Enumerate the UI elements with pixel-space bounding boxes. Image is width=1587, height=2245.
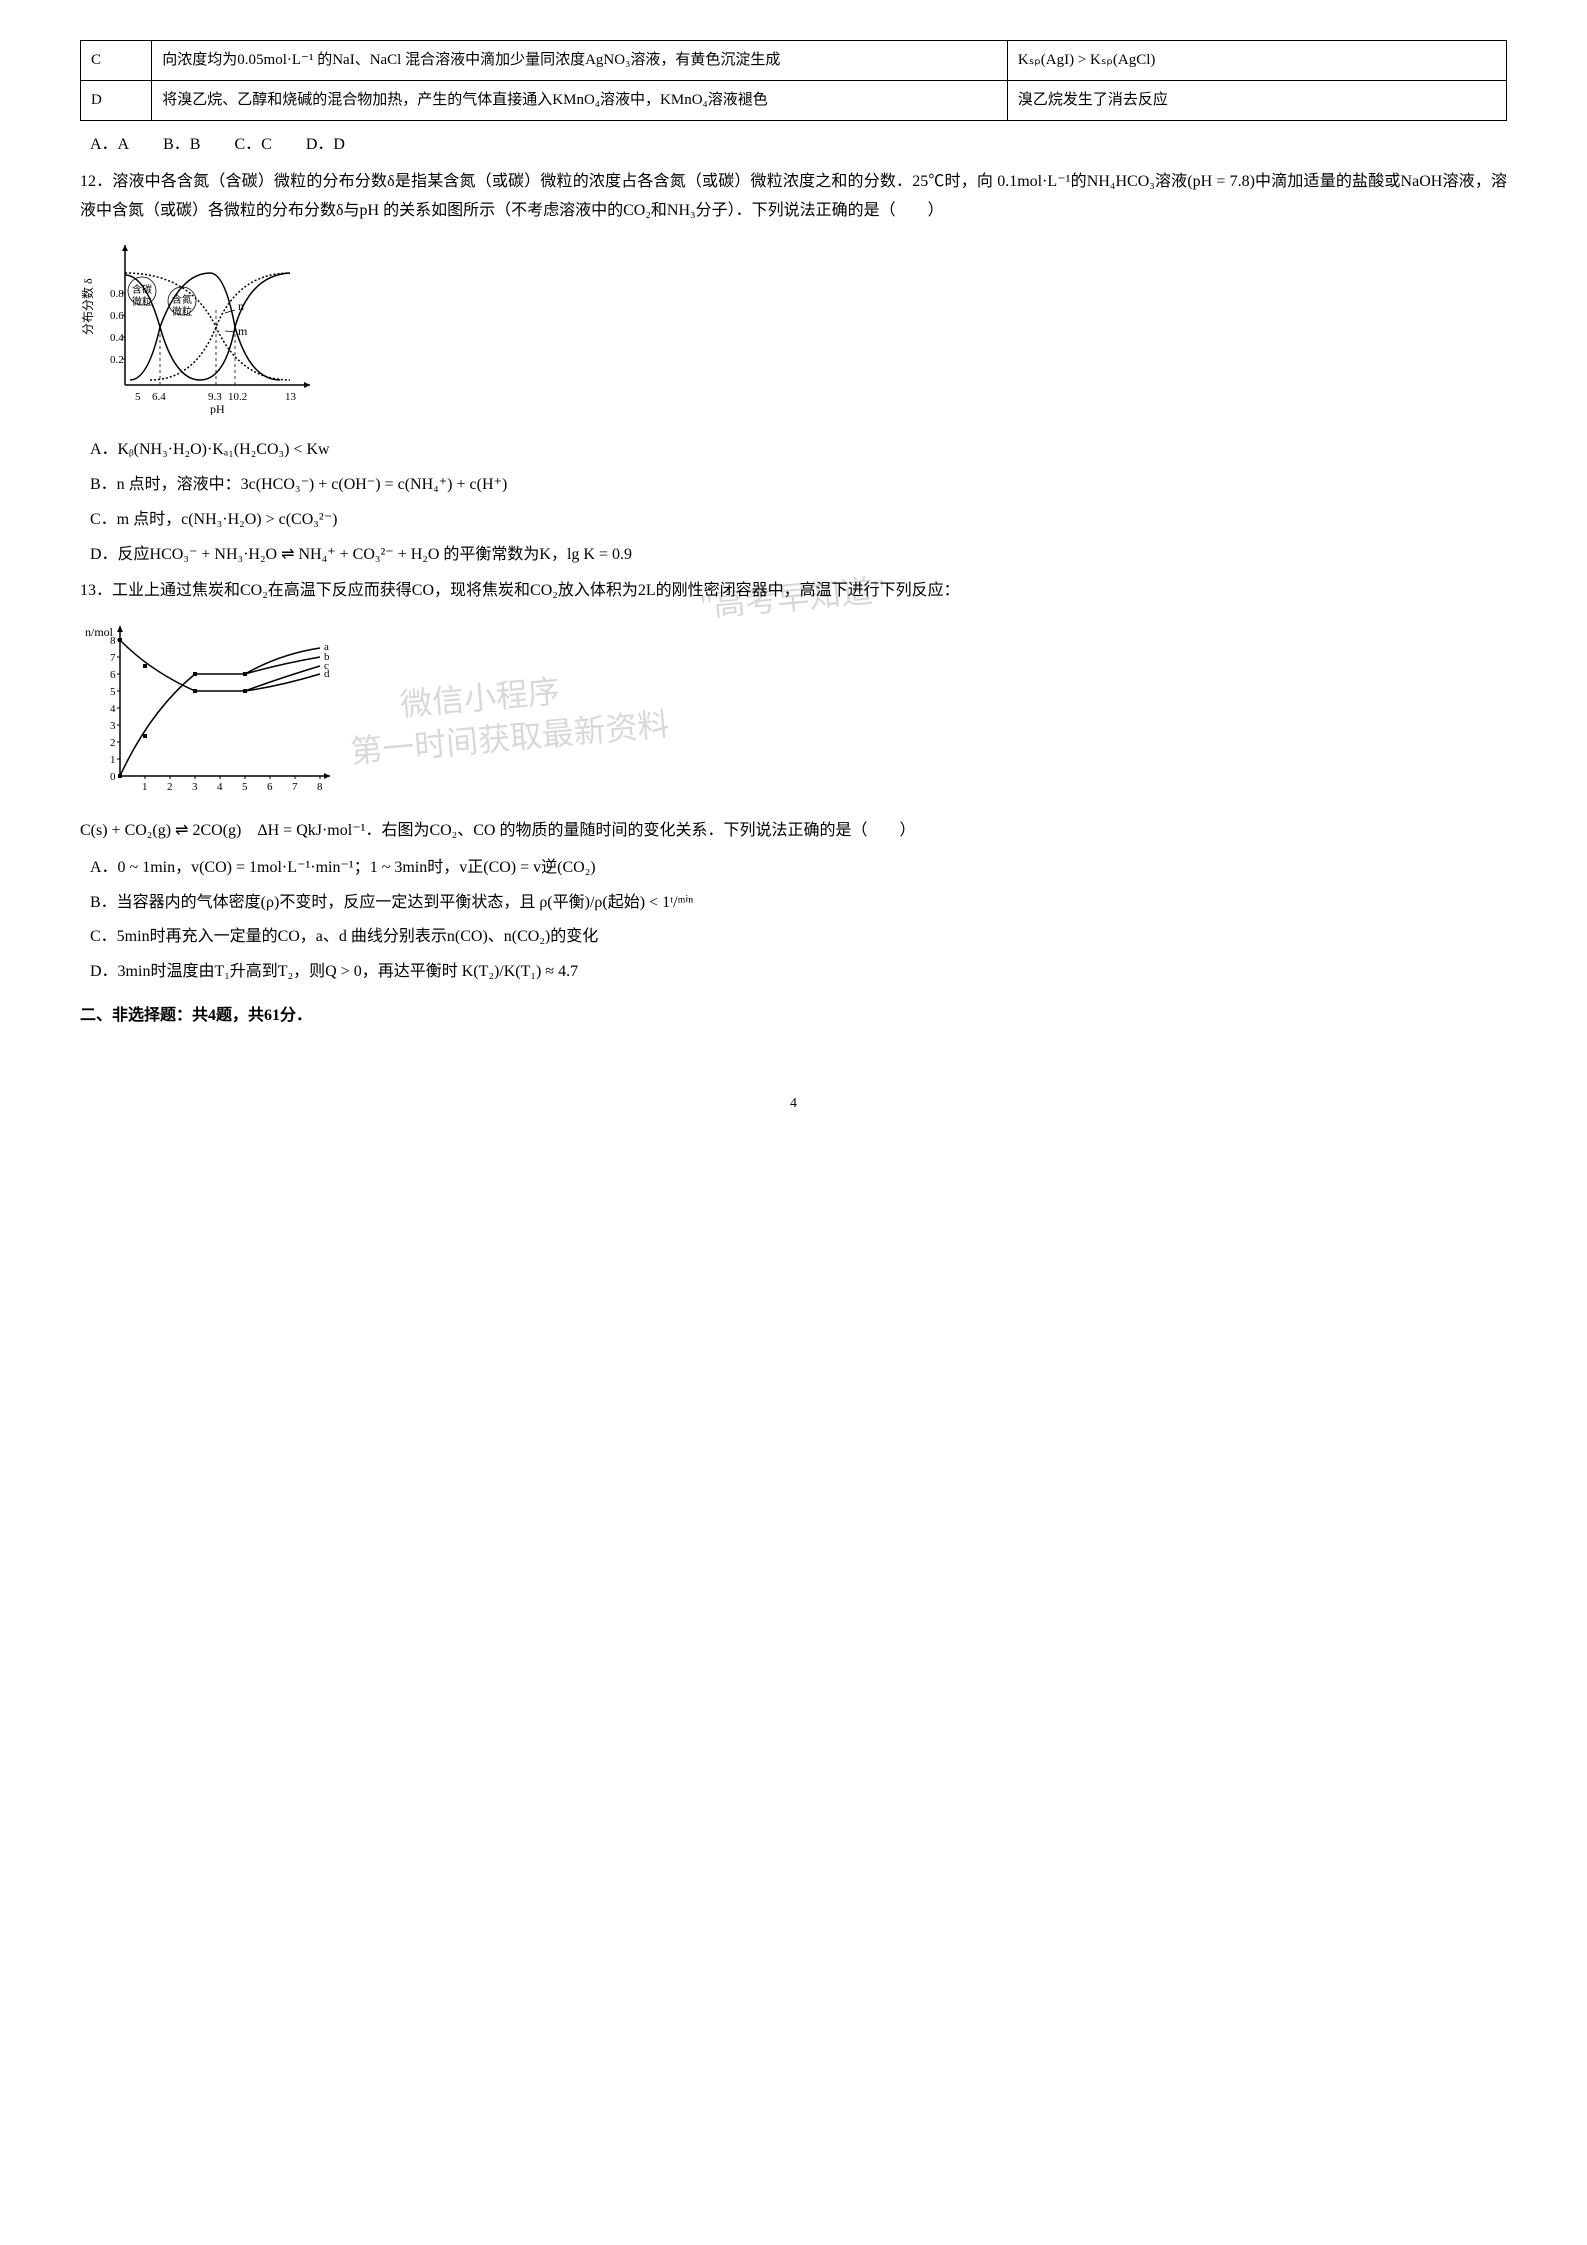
svg-text:3: 3 bbox=[110, 720, 116, 732]
svg-text:0: 0 bbox=[110, 771, 116, 783]
svg-text:4: 4 bbox=[217, 781, 223, 793]
svg-text:5: 5 bbox=[242, 781, 248, 793]
svg-text:分布分数 δ: 分布分数 δ bbox=[80, 278, 95, 335]
svg-text:m: m bbox=[238, 324, 248, 338]
table-row: D 将溴乙烷、乙醇和烧碱的混合物加热，产生的气体直接通入KMnO₄溶液中，KMn… bbox=[81, 81, 1507, 121]
option-c: C．C bbox=[234, 136, 271, 153]
distribution-chart: 0.2 0.4 0.6 0.8 5 6.4 9.3 10.2 13 pH 分布分… bbox=[80, 235, 320, 415]
svg-text:0.4: 0.4 bbox=[110, 332, 124, 344]
q11-options: A．A B．B C．C D．D bbox=[80, 131, 1507, 160]
svg-text:微粒: 微粒 bbox=[172, 305, 192, 318]
row-experiment: 将溴乙烷、乙醇和烧碱的混合物加热，产生的气体直接通入KMnO₄溶液中，KMnO₄… bbox=[152, 81, 1008, 121]
q13-equation: C(s) + CO₂(g) ⇌ 2CO(g) ΔH = QkJ·mol⁻¹．右图… bbox=[80, 817, 1507, 846]
option-a: A．A bbox=[90, 136, 129, 153]
q13-option-a: A．0 ~ 1min，v(CO) = 1mol·L⁻¹·min⁻¹；1 ~ 3m… bbox=[90, 854, 1507, 883]
row-label: C bbox=[81, 41, 152, 81]
svg-text:0.8: 0.8 bbox=[110, 288, 124, 300]
svg-text:6: 6 bbox=[267, 781, 273, 793]
q12-option-a: A．Kᵦ(NH₃·H₂O)·Kₐ₁(H₂CO₃) < Kw bbox=[90, 436, 1507, 465]
row-label: D bbox=[81, 81, 152, 121]
svg-text:含氮: 含氮 bbox=[172, 293, 192, 306]
svg-text:d: d bbox=[324, 668, 330, 680]
table-row: C 向浓度均为0.05mol·L⁻¹ 的NaI、NaCl 混合溶液中滴加少量同浓… bbox=[81, 41, 1507, 81]
q12-option-d: D．反应HCO₃⁻ + NH₃·H₂O ⇌ NH₄⁺ + CO₃²⁻ + H₂O… bbox=[90, 541, 1507, 570]
row-conclusion: 溴乙烷发生了消去反应 bbox=[1007, 81, 1506, 121]
row-conclusion: Kₛₚ(AgI) > Kₛₚ(AgCl) bbox=[1007, 41, 1506, 81]
svg-text:3: 3 bbox=[192, 781, 198, 793]
svg-text:n: n bbox=[238, 299, 244, 313]
row-experiment: 向浓度均为0.05mol·L⁻¹ 的NaI、NaCl 混合溶液中滴加少量同浓度A… bbox=[152, 41, 1008, 81]
svg-text:1: 1 bbox=[142, 781, 148, 793]
svg-text:13: 13 bbox=[285, 391, 297, 403]
svg-text:1: 1 bbox=[110, 754, 116, 766]
option-d: D．D bbox=[306, 136, 345, 153]
svg-text:5: 5 bbox=[110, 686, 116, 698]
option-b: B．B bbox=[163, 136, 200, 153]
q12-option-c: C．m 点时，c(NH₃·H₂O) > c(CO₃²⁻) bbox=[90, 506, 1507, 535]
svg-text:6.4: 6.4 bbox=[152, 391, 166, 403]
q13-option-d: D．3min时温度由T₁升高到T₂，则Q > 0，再达平衡时 K(T₂)/K(T… bbox=[90, 958, 1507, 987]
svg-text:7: 7 bbox=[110, 652, 116, 664]
q12-chart: 0.2 0.4 0.6 0.8 5 6.4 9.3 10.2 13 pH 分布分… bbox=[80, 235, 1507, 426]
svg-text:4: 4 bbox=[110, 703, 116, 715]
mole-time-chart: 0 1 2 3 4 5 6 7 8 n/mol 1 2 3 4 5 6 7 8 bbox=[80, 616, 340, 796]
svg-text:7: 7 bbox=[292, 781, 298, 793]
svg-text:pH: pH bbox=[210, 402, 225, 415]
q13-option-c: C．5min时再充入一定量的CO，a、d 曲线分别表示n(CO)、n(CO₂)的… bbox=[90, 923, 1507, 952]
q12-text: 12．溶液中各含氮（含碳）微粒的分布分数δ是指某含氮（或碳）微粒的浓度占各含氮（… bbox=[80, 168, 1507, 226]
q13-text1: 13．工业上通过焦炭和CO₂在高温下反应而获得CO，现将焦炭和CO₂放入体积为2… bbox=[80, 577, 1507, 606]
q12-option-b: B．n 点时，溶液中：3c(HCO₃⁻) + c(OH⁻) = c(NH₄⁺) … bbox=[90, 471, 1507, 500]
page-number: 4 bbox=[80, 1091, 1507, 1116]
svg-text:2: 2 bbox=[167, 781, 173, 793]
svg-text:10.2: 10.2 bbox=[228, 391, 247, 403]
svg-text:6: 6 bbox=[110, 669, 116, 681]
q13-chart: 0 1 2 3 4 5 6 7 8 n/mol 1 2 3 4 5 6 7 8 bbox=[80, 616, 1507, 807]
q13-option-b: B．当容器内的气体密度(ρ)不变时，反应一定达到平衡状态，且 ρ(平衡)/ρ(起… bbox=[90, 889, 1507, 918]
experiment-table: C 向浓度均为0.05mol·L⁻¹ 的NaI、NaCl 混合溶液中滴加少量同浓… bbox=[80, 40, 1507, 121]
svg-text:含碳: 含碳 bbox=[132, 283, 152, 296]
svg-text:8: 8 bbox=[317, 781, 323, 793]
svg-text:0.6: 0.6 bbox=[110, 310, 124, 322]
svg-text:2: 2 bbox=[110, 737, 116, 749]
svg-text:5: 5 bbox=[135, 391, 141, 403]
svg-text:微粒: 微粒 bbox=[132, 295, 152, 308]
section-2-title: 二、非选择题：共4题，共61分． bbox=[80, 1002, 1507, 1031]
svg-text:n/mol: n/mol bbox=[85, 625, 114, 639]
svg-text:0.2: 0.2 bbox=[110, 354, 124, 366]
